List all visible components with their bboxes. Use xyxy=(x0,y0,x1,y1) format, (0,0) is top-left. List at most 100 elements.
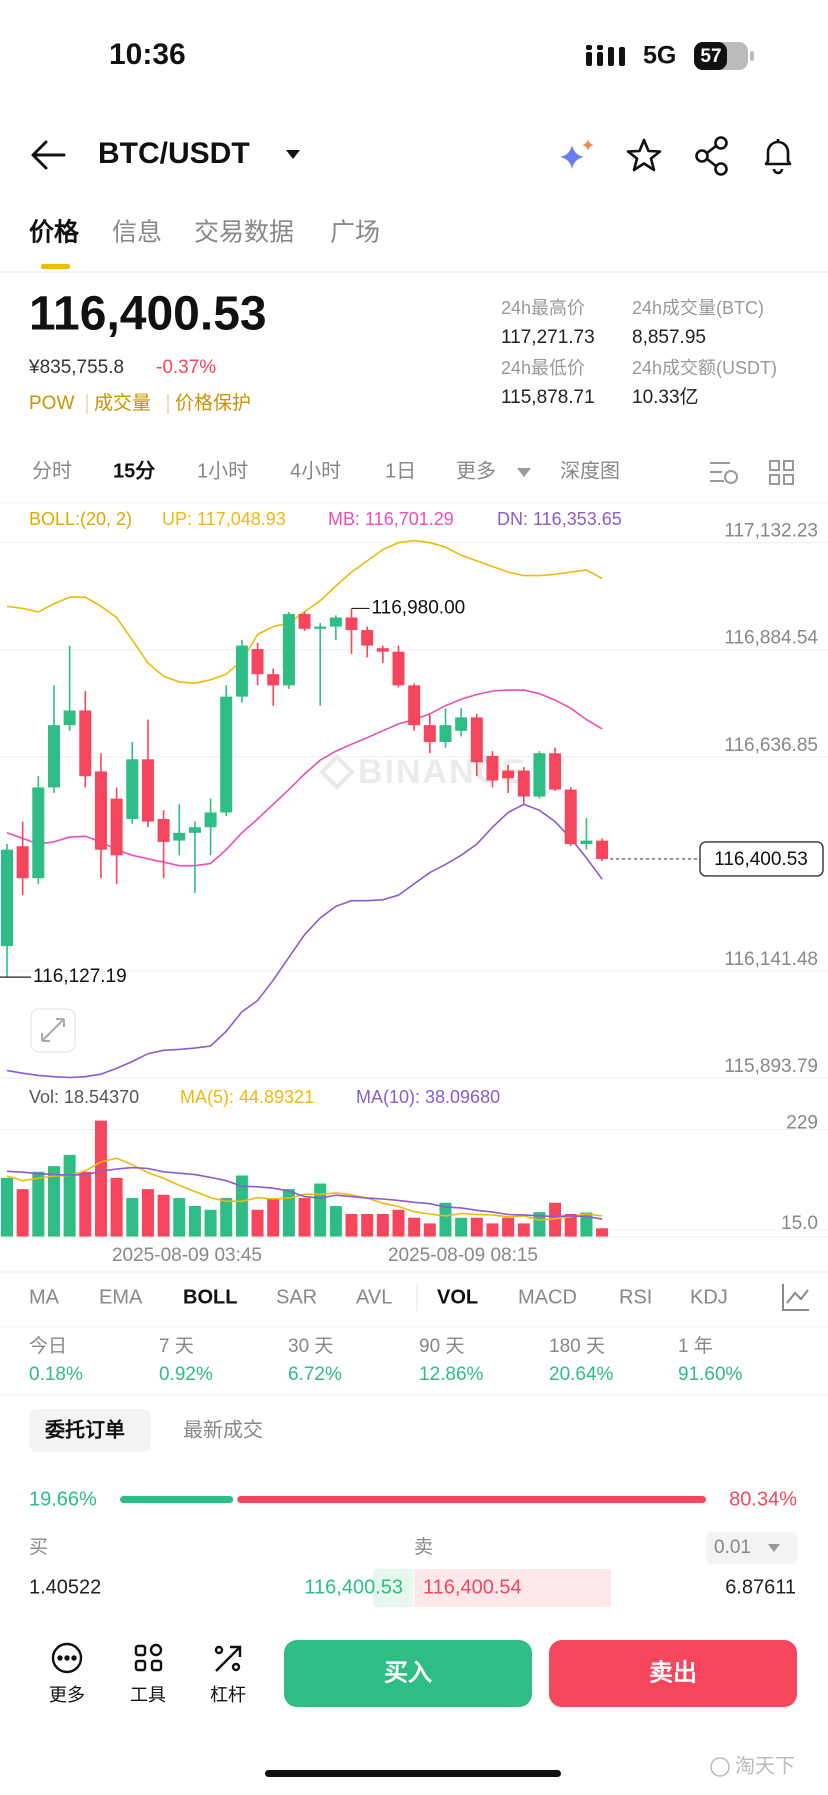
indicator-tab[interactable]: KDJ xyxy=(690,1286,728,1308)
indicator-tab[interactable]: SAR xyxy=(276,1286,317,1308)
indicator-tab[interactable]: AVL xyxy=(356,1286,392,1308)
indicator-tab[interactable]: MA xyxy=(29,1286,60,1308)
indicator-tab[interactable]: RSI xyxy=(619,1286,652,1308)
buy-button[interactable] xyxy=(284,1640,532,1707)
nav-label[interactable]: 工具 xyxy=(130,1685,166,1705)
favorite-button[interactable] xyxy=(626,138,662,172)
candle-body xyxy=(392,651,405,686)
interval[interactable]: 深度图 xyxy=(560,459,620,482)
tag[interactable]: 价格保护 xyxy=(175,392,251,414)
interval[interactable]: 1小时 xyxy=(197,459,248,482)
performance-period: 90 天 xyxy=(419,1336,464,1357)
interval[interactable]: 分时 xyxy=(32,459,72,482)
alert-button[interactable] xyxy=(764,139,792,175)
tag[interactable]: POW xyxy=(29,393,74,414)
volume-bar xyxy=(126,1198,139,1237)
volume-bar xyxy=(220,1198,233,1237)
volume-bar xyxy=(251,1209,264,1237)
back-button[interactable] xyxy=(31,140,66,170)
performance-period: 180 天 xyxy=(549,1336,605,1357)
volume-bar xyxy=(470,1217,483,1237)
tools-icon[interactable] xyxy=(134,1643,163,1672)
x-tick-label: 2025-08-09 03:45 xyxy=(112,1245,262,1266)
candle-body xyxy=(16,846,29,879)
candle-body xyxy=(157,818,170,842)
volume-bar xyxy=(564,1214,577,1237)
tab[interactable]: 信息 xyxy=(112,219,162,247)
precision-value[interactable]: 0.01 xyxy=(714,1537,751,1558)
expand-icon[interactable] xyxy=(41,1018,65,1042)
tab[interactable]: 交易数据 xyxy=(194,219,294,247)
y-tick-label: 116,636.85 xyxy=(724,735,818,756)
interval[interactable]: 1日 xyxy=(385,460,416,482)
precision-dropdown[interactable] xyxy=(768,1544,780,1552)
interval[interactable]: 15分 xyxy=(113,459,155,482)
candle-body xyxy=(564,789,577,845)
candle-body xyxy=(533,753,546,797)
volume-bar xyxy=(47,1166,60,1237)
more-dropdown[interactable] xyxy=(517,468,531,477)
y-tick-label: 15.0 xyxy=(781,1213,818,1234)
buy-ratio-bar xyxy=(120,1496,234,1503)
precision-select[interactable] xyxy=(706,1532,797,1564)
volume-bar xyxy=(63,1154,76,1237)
buy-label[interactable]: 买入 xyxy=(384,1659,432,1686)
nav-label[interactable]: 更多 xyxy=(49,1685,85,1705)
indicator-legend: BOLL:(20, 2) xyxy=(29,509,132,529)
indicator-tab[interactable]: MACD xyxy=(518,1286,577,1308)
order-tab[interactable]: 最新成交 xyxy=(183,1418,263,1441)
volume-bar xyxy=(1,1177,13,1237)
sell-button[interactable] xyxy=(549,1640,797,1707)
candle-body xyxy=(361,630,374,646)
indicator-tab[interactable]: EMA xyxy=(99,1286,143,1308)
ai-button[interactable] xyxy=(560,139,594,169)
tag[interactable]: 成交量 xyxy=(94,392,151,414)
volume-bar xyxy=(502,1217,515,1237)
volume-bar xyxy=(517,1223,530,1237)
order-tab[interactable]: 委托订单 xyxy=(44,1417,125,1441)
volume-bar xyxy=(235,1175,248,1237)
sell-label[interactable]: 卖出 xyxy=(649,1659,697,1686)
pair-dropdown[interactable] xyxy=(286,150,300,159)
candle-body xyxy=(329,617,342,627)
nav-label[interactable]: 杠杆 xyxy=(210,1685,246,1705)
share-button[interactable] xyxy=(695,136,728,176)
candle-body xyxy=(549,753,562,790)
order-tab-active[interactable] xyxy=(29,1409,151,1452)
interval[interactable]: 更多 xyxy=(456,459,496,482)
current-price-box xyxy=(699,841,824,877)
legend-entry: MA(10): 38.09680 xyxy=(356,1087,500,1107)
volume-bar xyxy=(533,1212,546,1237)
indicator-tab[interactable]: BOLL xyxy=(183,1286,237,1308)
candle-body xyxy=(345,617,358,631)
stat-label: 24h最高价 xyxy=(501,298,585,318)
tab-indicator xyxy=(41,264,70,269)
interval[interactable]: 4小时 xyxy=(290,459,341,482)
tab[interactable]: 价格 xyxy=(29,218,80,247)
tab[interactable]: 广场 xyxy=(330,219,380,247)
stat-value: 10.33亿 xyxy=(632,386,699,408)
candle-body xyxy=(32,787,45,879)
volume-bar xyxy=(16,1189,29,1237)
last-price: 116,400.53 xyxy=(29,288,267,341)
stat-value: 8,857.95 xyxy=(632,327,706,348)
leverage-icon[interactable] xyxy=(214,1645,242,1672)
y-tick-label: 116,141.48 xyxy=(724,949,818,970)
performance-change: 0.92% xyxy=(159,1364,213,1385)
volume-bar xyxy=(204,1209,217,1237)
more-icon[interactable] xyxy=(51,1642,83,1674)
battery-tip xyxy=(750,51,754,61)
volume-bar xyxy=(376,1214,389,1237)
candle-body xyxy=(110,798,123,856)
sell-ratio-bar xyxy=(237,1496,707,1503)
candle-body xyxy=(376,648,389,652)
candle-body xyxy=(141,759,154,822)
volume-bar xyxy=(173,1198,186,1237)
indicator-settings-button[interactable] xyxy=(782,1284,809,1311)
indicator-tab[interactable]: VOL xyxy=(437,1286,478,1308)
chart-settings-button[interactable] xyxy=(710,462,738,484)
chart-watermark: BINANCE xyxy=(358,753,527,791)
candle-body xyxy=(314,626,327,629)
layout-button[interactable] xyxy=(769,460,794,485)
pair-title[interactable]: BTC/USDT xyxy=(98,137,250,170)
